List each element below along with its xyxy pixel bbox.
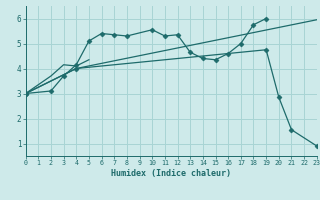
X-axis label: Humidex (Indice chaleur): Humidex (Indice chaleur): [111, 169, 231, 178]
